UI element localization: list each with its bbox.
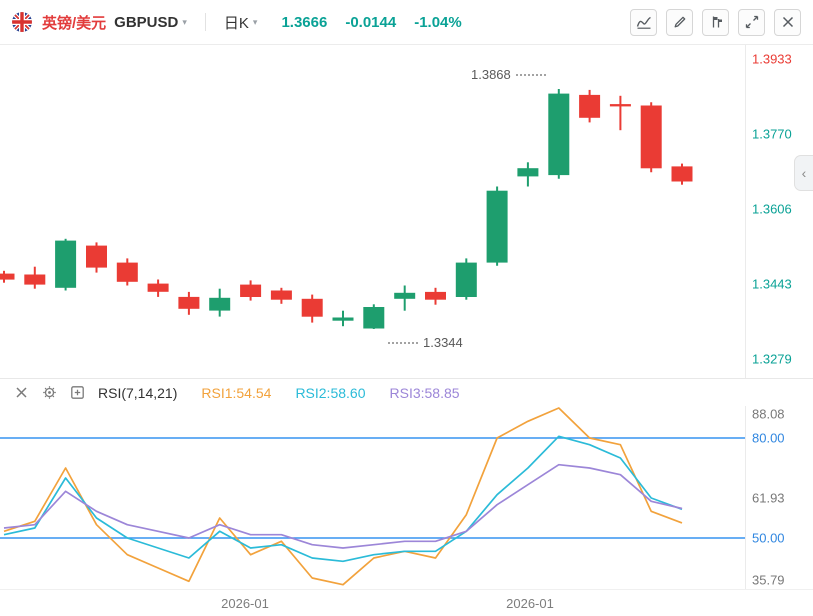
candlestick-chart <box>0 89 693 329</box>
rsi-axis-label: 80.00 <box>752 430 785 446</box>
resize-button[interactable] <box>738 8 765 36</box>
rsi-close-button[interactable] <box>12 384 30 402</box>
interval-dropdown[interactable]: 日K ▾ <box>222 10 260 35</box>
rsi-indicator-name: RSI(7,14,21) <box>98 384 178 401</box>
expand-arrows-icon <box>745 15 758 29</box>
rsi-axis-label: 88.08 <box>752 406 785 422</box>
rsi-axis-label: 61.93 <box>752 490 785 506</box>
price-change: -0.0144 <box>345 13 397 31</box>
price-axis-label: 1.3279 <box>752 351 792 367</box>
price-axis-label: 1.3933 <box>752 51 792 67</box>
rsi-chart-section: 88.08 80.00 61.93 50.00 35.79 <box>0 406 813 589</box>
pair-name-chinese: 英镑/美元 <box>42 14 107 32</box>
last-price: 1.3666 <box>281 13 328 31</box>
header-toolbar <box>630 8 801 36</box>
low-price-label: 1.3344 <box>423 335 463 350</box>
rsi3-legend-value: RSI3:58.85 <box>389 384 460 401</box>
price-chart-section: 1.3868 1.3344 1.3933 1.3770 1.3606 1.3443 1.… <box>0 45 813 378</box>
rsi-axis-label: 35.79 <box>752 572 785 588</box>
dotted-leader <box>388 341 418 344</box>
rsi-pane[interactable] <box>0 406 745 589</box>
rsi-settings-button[interactable] <box>40 384 58 402</box>
price-axis-label: 1.3770 <box>752 126 792 142</box>
collapse-panel-button[interactable]: ‹ <box>794 155 813 191</box>
line-chart-icon <box>636 16 651 29</box>
chart-style-button[interactable] <box>630 8 657 36</box>
quote-block: 1.3666 -0.0144 -1.04% <box>281 14 461 31</box>
indicator-flags-icon <box>712 16 722 28</box>
low-price-annotation: 1.3344 <box>388 335 463 350</box>
rsi-toolbar: RSI(7,14,21) RSI1:54.54 RSI2:58.60 RSI3:… <box>0 378 813 406</box>
price-axis-label: 1.3606 <box>752 201 792 217</box>
gbp-flag-icon <box>12 12 32 32</box>
chevron-down-icon: ▾ <box>252 16 258 27</box>
symbol-dropdown[interactable]: GBPUSD ▾ <box>112 12 189 33</box>
rsi-axis: 88.08 80.00 61.93 50.00 35.79 <box>745 406 813 589</box>
chart-header: 英镑/美元 GBPUSD ▾ 日K ▾ 1.3666 -0.0144 -1.04… <box>0 0 813 45</box>
close-button[interactable] <box>774 8 801 36</box>
price-axis: 1.3933 1.3770 1.3606 1.3443 1.3279 <box>745 45 813 378</box>
rsi-chart <box>0 407 745 586</box>
close-icon <box>15 387 27 398</box>
chevron-down-icon: ▾ <box>182 16 187 27</box>
price-axis-label: 1.3443 <box>752 276 792 292</box>
rsi1-legend-value: RSI1:54.54 <box>201 384 272 401</box>
candlestick-pane[interactable]: 1.3868 1.3344 <box>0 45 745 378</box>
plus-square-icon <box>70 386 84 399</box>
time-axis-label: 2026-01 <box>506 596 554 611</box>
gear-icon <box>42 386 56 399</box>
rsi2-legend-value: RSI2:58.60 <box>295 384 366 401</box>
interval-label: 日K <box>223 14 249 32</box>
price-change-percent: -1.04% <box>414 13 462 31</box>
rsi-axis-label: 50.00 <box>752 530 785 546</box>
high-price-label: 1.3868 <box>471 67 511 82</box>
time-axis-label: 2026-01 <box>221 596 269 611</box>
symbol-label: GBPUSD <box>114 13 179 31</box>
close-icon <box>782 16 793 28</box>
time-axis: 2026-01 2026-01 <box>0 589 813 616</box>
indicator-button[interactable] <box>702 8 729 36</box>
draw-tools-button[interactable] <box>666 8 693 36</box>
pencil-icon <box>674 16 685 28</box>
high-price-annotation: 1.3868 <box>471 67 546 82</box>
header-divider <box>204 13 206 31</box>
rsi-expand-button[interactable] <box>68 384 86 402</box>
dotted-leader <box>515 73 546 76</box>
